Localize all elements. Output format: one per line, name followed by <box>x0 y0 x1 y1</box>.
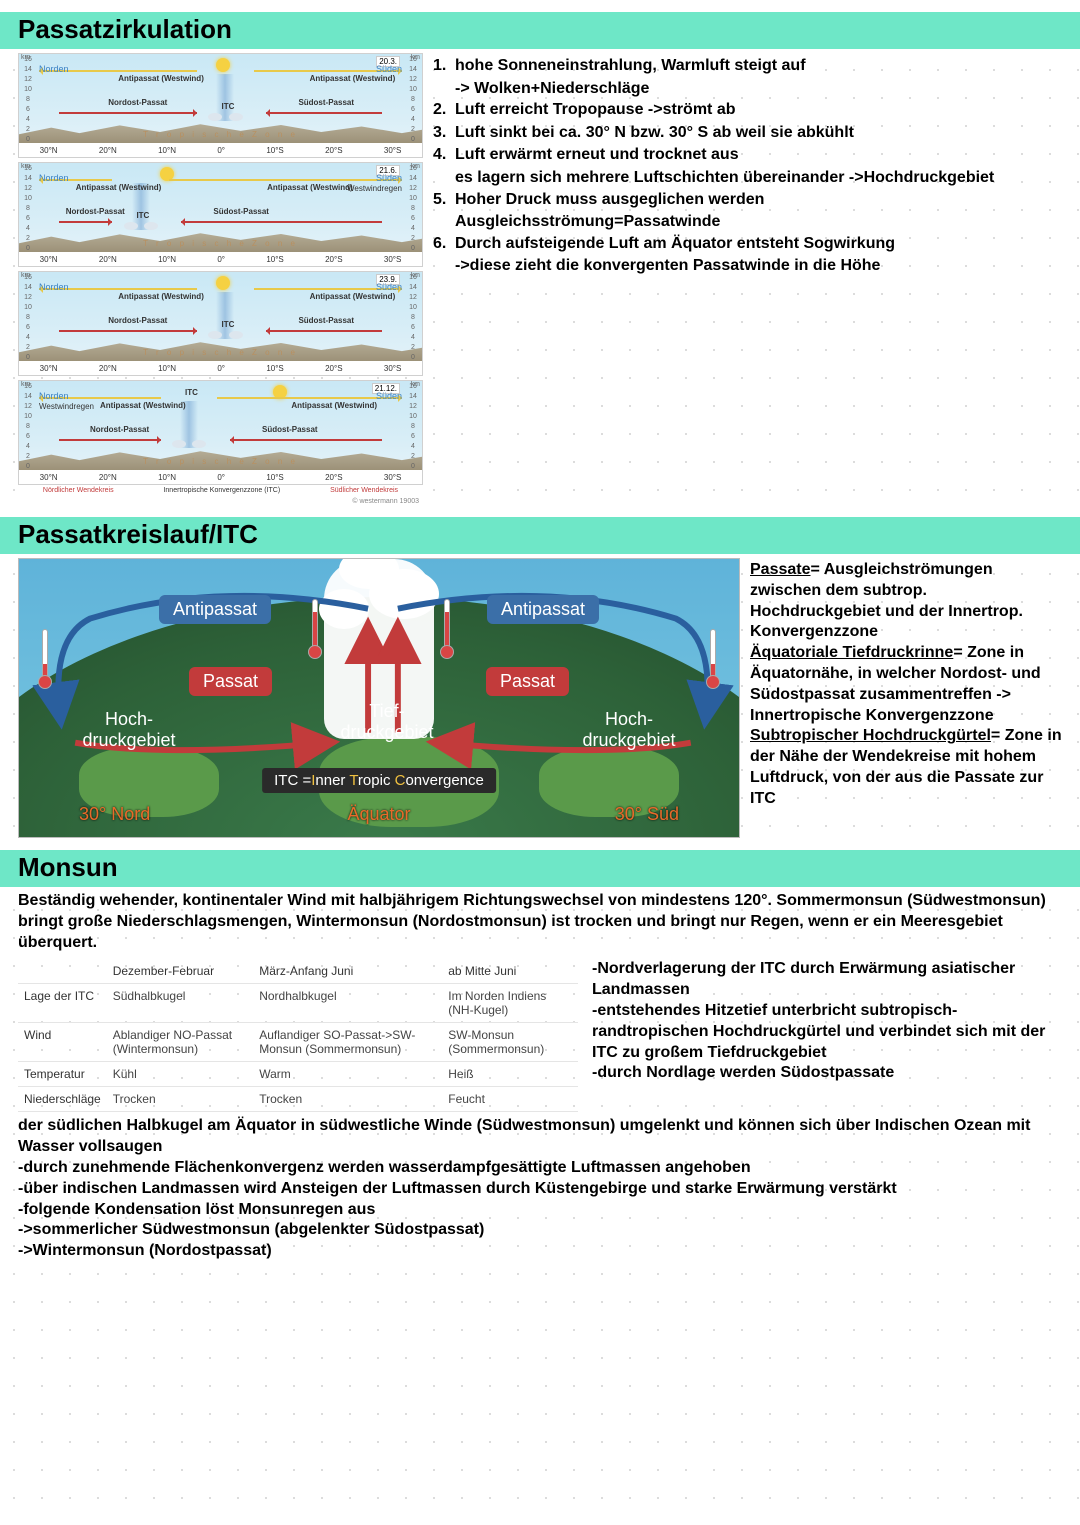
label-hoch-right: Hoch-druckgebiet <box>569 709 689 750</box>
thermometer-cold-right-icon <box>705 629 721 689</box>
step-sub: ->diese zieht die konvergenten Passatwin… <box>433 255 1062 277</box>
label-hoch-left: Hoch-druckgebiet <box>69 709 189 750</box>
table-cell: Trocken <box>107 1087 254 1112</box>
passat-diagram-stack: kmkmNorden20.3.SüdenAntipassat (Westwind… <box>18 49 423 485</box>
passat-mini-diagram: kmkmNorden21.6.SüdenWestwindregenAntipas… <box>18 162 423 267</box>
section1-title: Passatzirkulation <box>18 14 1062 45</box>
table-cell: Ablandiger NO-Passat (Wintermonsun) <box>107 1023 254 1062</box>
label-nw: Nördlicher Wendekreis <box>43 487 114 494</box>
section3-header: Monsun <box>0 850 1080 887</box>
table-cell: Warm <box>253 1062 442 1087</box>
diagram-footer-labels: Nördlicher Wendekreis Innertropische Kon… <box>18 485 423 498</box>
step-item: 4.Luft erwärmt erneut und trocknet aus <box>433 144 1062 166</box>
passat-mini-diagram: kmkmNordenWestwindregen21.12.SüdenAntipa… <box>18 380 423 485</box>
table-header <box>18 959 107 984</box>
monsun-after-notes: der südlichen Halbkugel am Äquator in sü… <box>0 1112 1080 1274</box>
label-aequator: Äquator <box>347 804 410 825</box>
table-cell: Im Norden Indiens (NH-Kugel) <box>442 984 578 1023</box>
table-cell: SW-Monsun (Sommermonsun) <box>442 1023 578 1062</box>
step-item: 3.Luft sinkt bei ca. 30° N bzw. 30° S ab… <box>433 122 1062 144</box>
step-item: 6.Durch aufsteigende Luft am Äquator ent… <box>433 233 1062 255</box>
table-cell: Nordhalbkugel <box>253 984 442 1023</box>
itc-diagram: Antipassat Antipassat Passat Passat Tief… <box>18 558 740 838</box>
table-cell: Niederschläge <box>18 1087 107 1112</box>
table-header: März-Anfang Juni <box>253 959 442 984</box>
table-cell: Feucht <box>442 1087 578 1112</box>
section1-header: Passatzirkulation <box>0 12 1080 49</box>
diagram-copyright: © westermann 19003 <box>18 498 423 505</box>
table-cell: Heiß <box>442 1062 578 1087</box>
section3-title: Monsun <box>18 852 1062 883</box>
passat-steps-list: 1.hohe Sonneneinstrahlung, Warmluft stei… <box>433 49 1062 277</box>
table-row: TemperaturKühlWarmHeiß <box>18 1062 578 1087</box>
step-sub: es lagern sich mehrere Luftschichten übe… <box>433 167 1062 189</box>
section2-title: Passatkreislauf/ITC <box>18 519 1062 550</box>
itc-bar: ITC =Inner Tropic Convergence <box>262 768 496 793</box>
table-header: Dezember-Februar <box>107 959 254 984</box>
table-cell: Temperatur <box>18 1062 107 1087</box>
thermometer-hot-right-icon <box>439 599 455 659</box>
table-cell: Auflandiger SO-Passat->SW-Monsun (Sommer… <box>253 1023 442 1062</box>
section2-header: Passatkreislauf/ITC <box>0 517 1080 554</box>
thermometer-cold-left-icon <box>37 629 53 689</box>
monsun-intro: Beständig wehender, kontinentaler Wind m… <box>0 887 1080 959</box>
step-sub: Ausgleichsströmung=Passatwinde <box>433 211 1062 233</box>
table-cell: Trocken <box>253 1087 442 1112</box>
table-cell: Lage der ITC <box>18 984 107 1023</box>
label-passat-right: Passat <box>486 667 569 696</box>
passat-mini-diagram: kmkmNorden23.9.SüdenAntipassat (Westwind… <box>18 271 423 376</box>
label-passat-left: Passat <box>189 667 272 696</box>
label-itc-center: Innertropische Konvergenzzone (ITC) <box>163 487 280 494</box>
monsun-side-notes: -Nordverlagerung der ITC durch Erwärmung… <box>592 959 1062 1112</box>
step-sub: -> Wolken+Niederschläge <box>433 78 1062 100</box>
label-30n: 30° Nord <box>79 804 150 825</box>
step-item: 5.Hoher Druck muss ausgeglichen werden <box>433 189 1062 211</box>
table-row: Lage der ITCSüdhalbkugelNordhalbkugelIm … <box>18 984 578 1023</box>
table-cell: Kühl <box>107 1062 254 1087</box>
table-row: NiederschlägeTrockenTrockenFeucht <box>18 1087 578 1112</box>
thermometer-hot-left-icon <box>307 599 323 659</box>
label-sw: Südlicher Wendekreis <box>330 487 398 494</box>
monsun-table: Dezember-FebruarMärz-Anfang Juniab Mitte… <box>18 959 578 1112</box>
table-cell: Südhalbkugel <box>107 984 254 1023</box>
table-header: ab Mitte Juni <box>442 959 578 984</box>
itc-definitions: Passate= Ausgleichströmungen zwischen de… <box>750 558 1062 838</box>
label-antipassat-right: Antipassat <box>487 595 599 624</box>
label-tief: Tief-druckgebiet <box>337 701 437 742</box>
step-item: 2.Luft erreicht Tropopause ->strömt ab <box>433 99 1062 121</box>
passat-mini-diagram: kmkmNorden20.3.SüdenAntipassat (Westwind… <box>18 53 423 158</box>
table-cell: Wind <box>18 1023 107 1062</box>
label-30s: 30° Süd <box>615 804 679 825</box>
step-item: 1.hohe Sonneneinstrahlung, Warmluft stei… <box>433 55 1062 77</box>
label-antipassat-left: Antipassat <box>159 595 271 624</box>
table-row: WindAblandiger NO-Passat (Wintermonsun)A… <box>18 1023 578 1062</box>
